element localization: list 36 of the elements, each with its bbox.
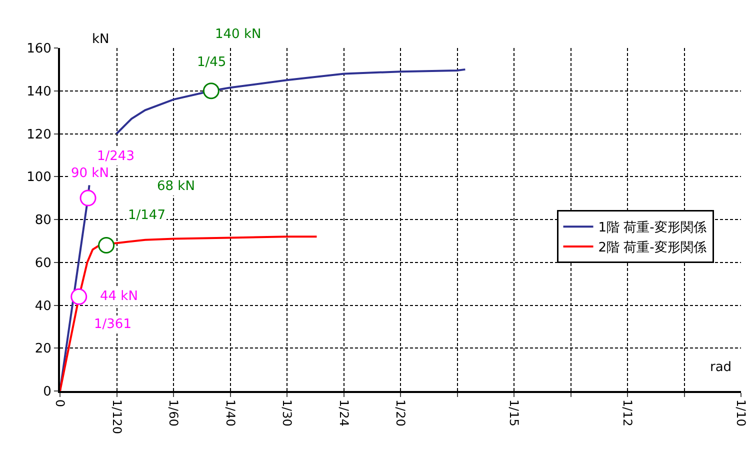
point (202, 82, 220, 100)
y-tick-label: 140 (26, 84, 52, 100)
annotation: 90 kN (71, 166, 109, 181)
y-tick-label: 160 (26, 42, 52, 57)
point (98, 236, 115, 254)
legend-label: 2階 荷重-変形関係 (598, 240, 706, 256)
y-tick-label: 0 (43, 384, 52, 400)
y-tick-label: 40 (34, 298, 52, 314)
x-tick-label: 1/12 (620, 399, 635, 426)
x-tick-label: 1/40 (223, 399, 238, 426)
x-tick-label: 1/10 (734, 399, 748, 426)
x-tick-label: 0 (53, 399, 68, 408)
x-tick-label: 1/15 (507, 399, 522, 426)
x-tick-label: 1/120 (110, 399, 124, 434)
point (70, 288, 88, 305)
annotation: 1/45 (197, 55, 226, 70)
y-axis-title: kN (92, 32, 110, 47)
x-tick-label: 1/24 (336, 399, 351, 426)
y-tick-label: 80 (34, 213, 52, 228)
annotation: 1/243 (97, 149, 134, 164)
x-axis-title: rad (710, 360, 732, 375)
text: 140 kN (215, 27, 262, 42)
annotation: 44 kN (100, 289, 138, 304)
x-tick-label: 1/20 (394, 399, 408, 426)
point (80, 190, 96, 206)
x-tick-label: 1/60 (166, 399, 181, 426)
y-tick-label: 20 (34, 342, 52, 357)
y-tick-label: 120 (26, 127, 52, 142)
y-tick-label: 100 (26, 170, 52, 186)
annotation: 1/147 (128, 208, 166, 223)
annotation: 68 kN (157, 179, 195, 194)
line-series (60, 236, 318, 391)
legend-label: 1階 荷重-変形関係 (598, 220, 706, 236)
y-tick-label: 60 (34, 256, 52, 271)
annotation: 1/361 (94, 317, 132, 332)
x-tick-label: 1/30 (280, 399, 294, 426)
